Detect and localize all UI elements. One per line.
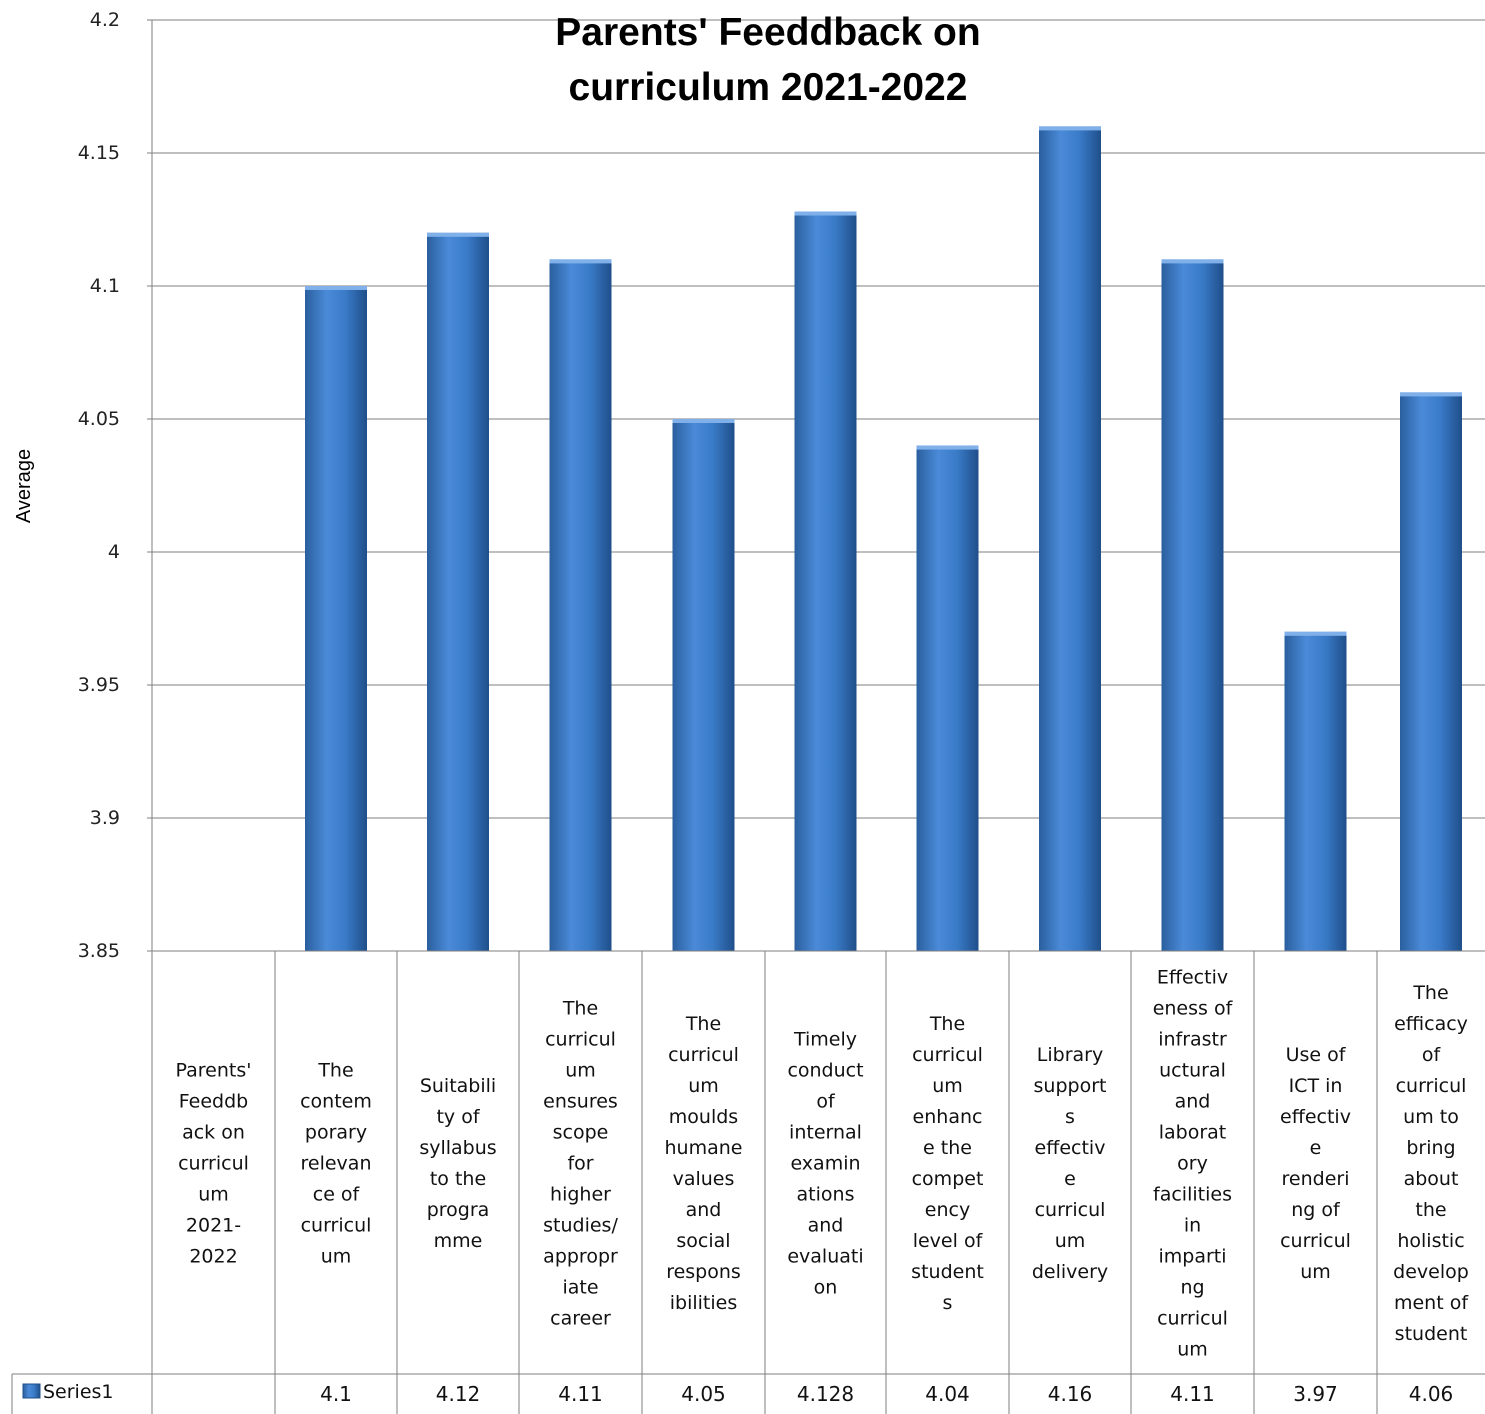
y-axis-ticks: 3.85 3.9 3.95 4 4.05 4.1 4.15 4.2: [78, 9, 152, 962]
bar-top-highlight: [916, 445, 979, 450]
bar-top-highlight: [549, 259, 612, 264]
bar-top-highlight: [427, 232, 489, 237]
data-label: 4.05: [681, 1382, 726, 1406]
data-label: 4.11: [1170, 1382, 1215, 1406]
y-tick-label: 4.15: [78, 142, 120, 164]
y-tick-label: 3.85: [78, 940, 120, 962]
bar: [1284, 631, 1347, 951]
data-label: 4.1: [320, 1382, 352, 1406]
bar: [1161, 259, 1224, 951]
bar-top-highlight: [672, 419, 735, 423]
data-label: 4.04: [925, 1382, 970, 1406]
bar: [549, 259, 612, 951]
category-label: The efficacy of curricul um to bring about the h…: [1393, 982, 1469, 1345]
category-label: The curricul um ensures scope for higher studie…: [543, 998, 618, 1330]
bar-top-highlight: [305, 286, 367, 290]
y-tick-label: 3.9: [90, 807, 120, 829]
y-tick-label: 4: [108, 541, 120, 563]
data-label: 4.16: [1048, 1382, 1093, 1406]
category-label: The curricul um enhanc e the compet ency level …: [911, 1013, 984, 1314]
bar-top-highlight: [1039, 126, 1101, 131]
legend-label: Series1: [43, 1381, 114, 1403]
y-tick-label: 3.95: [78, 674, 120, 696]
bar-top-highlight: [1400, 392, 1462, 397]
y-axis-label: Average: [13, 449, 35, 523]
bar: [1039, 126, 1101, 951]
y-tick-label: 4.2: [90, 9, 120, 31]
chart-title: Parents' Feeddback on curriculum 2021-202…: [555, 11, 980, 109]
data-table: Parents' Feeddb ack on curricul um 2021-2022 T…: [11, 950, 1485, 1414]
category-label: Library support s effectiv e curricul um delive…: [1032, 1044, 1108, 1283]
bar: [1400, 392, 1462, 951]
bar: [794, 211, 857, 951]
chart-title-line: curriculum 2021-2022: [569, 66, 968, 109]
y-tick-label: 4.05: [78, 408, 120, 430]
data-label: 4.06: [1409, 1382, 1454, 1406]
category-label: The curricul um moulds humane values and social…: [665, 1013, 743, 1314]
category-label: The contem porary relevan ce of curricul um: [300, 1060, 372, 1268]
bar-top-highlight: [1284, 631, 1347, 636]
bar: [916, 445, 979, 951]
bar: [305, 286, 367, 951]
bar: [427, 232, 489, 952]
bars: [305, 126, 1462, 952]
y-tick-label: 4.1: [90, 275, 120, 297]
category-label: Effectiv eness of infrastr uctural and labora…: [1153, 967, 1234, 1361]
category-label: Timely conduct of internal examin ations and ev…: [787, 1029, 863, 1299]
data-label: 4.12: [436, 1382, 481, 1406]
category-label: Use of ICT in effectiv e renderi ng of curricu…: [1280, 1044, 1351, 1283]
bar-top-highlight: [1161, 259, 1224, 264]
bar: [672, 419, 735, 951]
category-label: Parents' Feeddb ack on curricul um 2021-2022: [176, 1060, 252, 1268]
bar-top-highlight: [794, 211, 857, 216]
data-label: 3.97: [1293, 1382, 1338, 1406]
category-label: Suitabili ty of syllabus to the progra mme: [419, 1075, 496, 1252]
legend-swatch: [22, 1383, 41, 1399]
data-label: 4.128: [797, 1382, 854, 1406]
chart-title-line: Parents' Feeddback on: [555, 11, 980, 54]
data-label: 4.11: [558, 1382, 603, 1406]
